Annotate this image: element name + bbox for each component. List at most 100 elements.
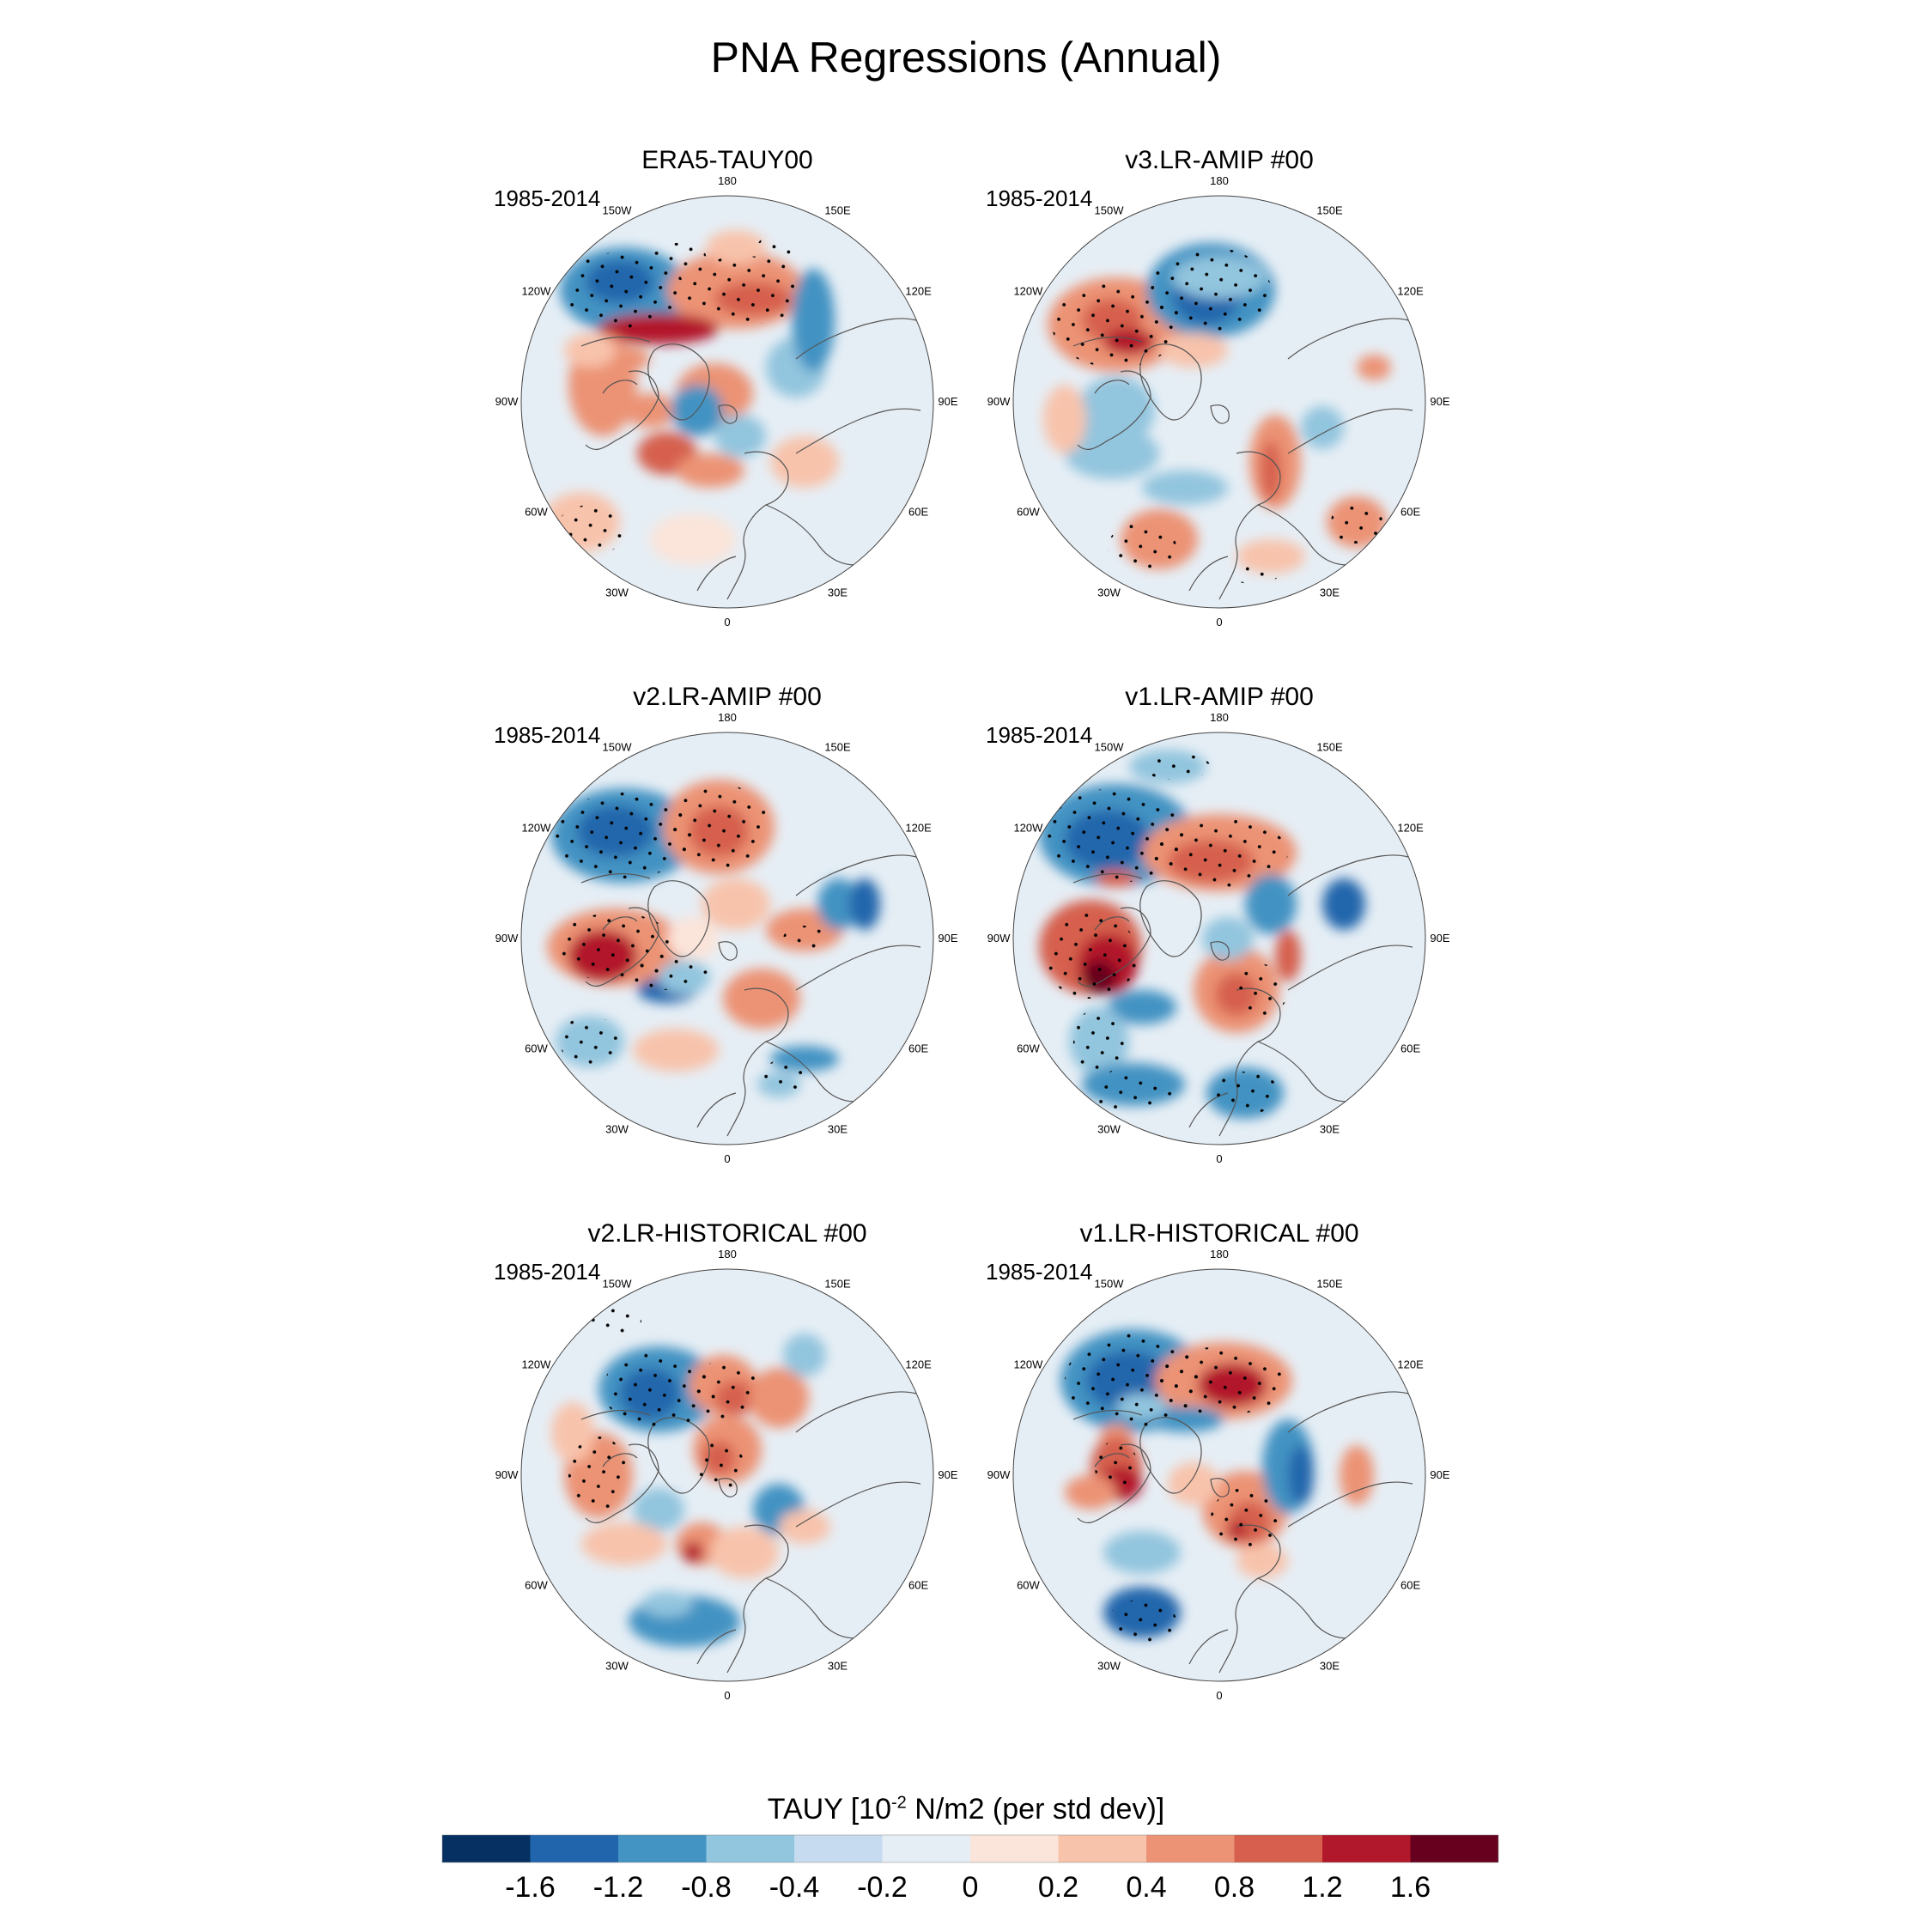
coastline: [1139, 1417, 1202, 1494]
coastline: [602, 380, 638, 394]
longitude-label: 0: [1216, 616, 1222, 627]
significance-stipple: [1043, 913, 1138, 999]
significance-stipple: [783, 926, 826, 951]
longitude-label: 120E: [1397, 1358, 1424, 1371]
anomaly-region: [1322, 878, 1365, 930]
longitude-label: 60W: [1017, 506, 1040, 519]
longitude-label: 60E: [1400, 1042, 1420, 1055]
panel-period: 1985-2014: [494, 1259, 601, 1285]
longitude-label: 90E: [938, 932, 957, 945]
longitude-label: 30W: [605, 1123, 629, 1136]
longitude-label: 180: [1210, 1250, 1229, 1261]
longitude-label: 120E: [905, 822, 932, 835]
significance-stipple: [762, 1059, 813, 1093]
significance-stipple: [590, 1303, 641, 1338]
colorbar-tick-label: 0.2: [1038, 1871, 1078, 1904]
anomaly-region: [1078, 376, 1155, 445]
anomaly-region: [849, 878, 880, 930]
coastline: [696, 1629, 737, 1665]
anomaly-region: [1202, 917, 1254, 960]
significance-stipple: [693, 1441, 744, 1492]
longitude-label: 90E: [1430, 1468, 1449, 1481]
coastline: [1287, 854, 1409, 896]
anomaly-region: [779, 1510, 830, 1544]
coastline: [1287, 318, 1409, 360]
coastline: [696, 556, 737, 592]
significance-stipple: [1151, 247, 1271, 333]
anomaly-region: [624, 393, 676, 428]
coastline: [1210, 404, 1230, 424]
coastline: [1139, 343, 1202, 421]
colorbar-tick-label: 0.8: [1214, 1871, 1255, 1904]
anomaly-region: [706, 230, 766, 264]
colorbar-frame: [441, 1834, 1499, 1863]
anomaly-region: [1357, 355, 1391, 380]
panel-period: 1985-2014: [494, 185, 601, 211]
coastline: [1077, 370, 1151, 451]
longitude-label: 60E: [1400, 1579, 1420, 1592]
coastline: [696, 1092, 737, 1128]
significance-stipple: [667, 784, 770, 870]
colorbar-swatch: [530, 1835, 618, 1862]
significance-stipple: [564, 252, 684, 329]
longitude-label: 30E: [1320, 1660, 1340, 1673]
longitude-label: 90W: [495, 1468, 519, 1481]
longitude-label: 150E: [824, 1277, 851, 1290]
longitude-label: 60E: [908, 506, 928, 519]
polar-map: 180 150E 120E 90E 60E 30E 0 30W 60W 90W 120W 150W: [987, 714, 1450, 1163]
significance-stipple: [693, 1359, 762, 1419]
colorbar-tick-label: 1.2: [1302, 1871, 1342, 1904]
coastline: [1218, 451, 1281, 600]
significance-stipple: [1091, 1076, 1176, 1110]
longitude-label: 90W: [987, 395, 1011, 408]
panel-v1-lr-amip: v1.LR-AMIP #00 1985-2014 180 150E 120E 90E 6…: [979, 683, 1460, 1163]
coastline: [647, 1417, 710, 1494]
longitude-label: 60E: [1400, 506, 1420, 519]
longitude-label: 150E: [824, 204, 851, 216]
significance-stipple: [757, 234, 792, 260]
longitude-label: 120E: [1397, 285, 1424, 298]
map-boundary: [1012, 195, 1426, 609]
anomaly-region: [683, 1542, 703, 1563]
colorbar-tick-label: -1.6: [505, 1871, 556, 1904]
coastline: [795, 854, 917, 896]
longitude-label: 30E: [1320, 586, 1340, 599]
longitude-label: 30E: [828, 586, 848, 599]
longitude-label: 90E: [938, 395, 957, 408]
significance-stipple: [556, 793, 693, 878]
colorbar-swatch: [1058, 1835, 1146, 1862]
longitude-label: 60W: [525, 506, 548, 519]
coastline: [726, 1524, 789, 1674]
anomaly-region: [641, 1591, 693, 1617]
panel-title: ERA5-TAUY00: [641, 146, 813, 174]
coastline: [1287, 1481, 1413, 1528]
anomaly-region: [1159, 333, 1228, 368]
significance-stipple: [556, 505, 624, 556]
panel-title: v3.LR-AMIP #00: [1125, 146, 1314, 174]
anomaly-region: [1142, 471, 1228, 505]
longitude-label: 30W: [1097, 1123, 1121, 1136]
panel-v2-lr-historical: v2.LR-HISTORICAL #00 1985-2014 180 150E 12…: [487, 1219, 968, 1700]
colorbar-tick-label: -0.2: [857, 1871, 908, 1904]
panel-v3-lr-amip: v3.LR-AMIP #00 1985-2014 180 150E 120E 90E 6…: [979, 146, 1460, 627]
longitude-label: 60W: [1017, 1579, 1040, 1592]
significance-stipple: [646, 243, 706, 269]
anomaly-region: [633, 1488, 684, 1531]
longitude-label: 30W: [605, 586, 629, 599]
anomaly-region: [770, 436, 839, 488]
longitude-label: 150W: [603, 1277, 633, 1290]
longitude-label: 0: [724, 616, 730, 627]
longitude-label: 30W: [605, 1660, 629, 1673]
longitude-label: 180: [718, 1250, 737, 1261]
coastline: [1257, 1577, 1349, 1639]
significance-stipple: [1228, 563, 1279, 584]
anomaly-region: [1108, 990, 1176, 1024]
colorbar-swatch: [442, 1835, 531, 1862]
anomaly-region: [1043, 385, 1086, 453]
colorbar-tick-label: 0: [963, 1871, 979, 1904]
longitude-label: 150W: [603, 204, 633, 216]
longitude-label: 90W: [495, 395, 519, 408]
map-boundary: [520, 732, 934, 1145]
map-boundary: [520, 195, 934, 609]
colorbar-swatch: [1234, 1835, 1322, 1862]
